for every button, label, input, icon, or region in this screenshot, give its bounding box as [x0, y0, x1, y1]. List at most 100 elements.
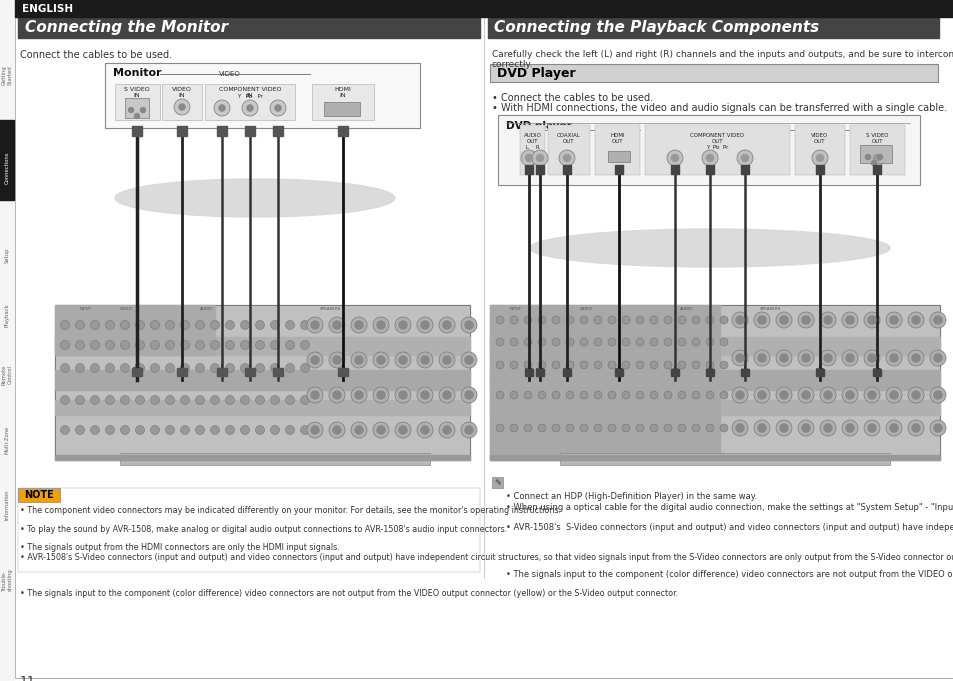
- Circle shape: [636, 338, 643, 346]
- Circle shape: [496, 338, 503, 346]
- Circle shape: [151, 340, 159, 349]
- Circle shape: [311, 391, 318, 399]
- Circle shape: [225, 321, 234, 330]
- Bar: [55, 305, 470, 460]
- Bar: [15, 0, 953, 17]
- Bar: [705, 369, 713, 376]
- Circle shape: [134, 114, 139, 118]
- Bar: [245, 126, 254, 136]
- Circle shape: [460, 352, 476, 368]
- Circle shape: [120, 426, 130, 434]
- Circle shape: [180, 321, 190, 330]
- Circle shape: [552, 361, 559, 369]
- Circle shape: [863, 420, 879, 436]
- Bar: [18, 488, 60, 502]
- Circle shape: [663, 424, 671, 432]
- Circle shape: [75, 340, 85, 349]
- Bar: [559, 453, 889, 465]
- Circle shape: [398, 426, 407, 434]
- Circle shape: [420, 321, 429, 329]
- Circle shape: [179, 104, 185, 110]
- Circle shape: [395, 317, 411, 333]
- Bar: [705, 165, 713, 174]
- Circle shape: [106, 340, 114, 349]
- Text: Getting
Started: Getting Started: [2, 65, 12, 85]
- Circle shape: [240, 426, 250, 434]
- Circle shape: [225, 364, 234, 373]
- Circle shape: [753, 387, 769, 403]
- Bar: [337, 126, 348, 136]
- Circle shape: [841, 312, 857, 328]
- Circle shape: [285, 426, 294, 434]
- Circle shape: [907, 420, 923, 436]
- Circle shape: [395, 387, 411, 403]
- Text: ✎: ✎: [494, 478, 500, 487]
- Bar: [132, 368, 142, 376]
- Circle shape: [180, 364, 190, 373]
- Circle shape: [621, 361, 629, 369]
- Bar: [492, 477, 502, 488]
- Circle shape: [907, 350, 923, 366]
- Bar: [607, 151, 629, 162]
- Circle shape: [420, 426, 429, 434]
- Circle shape: [355, 321, 363, 329]
- Text: • Connect an HDP (High-Definition Player) in the same way.: • Connect an HDP (High-Definition Player…: [505, 492, 757, 501]
- Bar: [216, 368, 227, 376]
- Circle shape: [173, 99, 190, 115]
- Circle shape: [801, 424, 809, 432]
- Circle shape: [247, 105, 253, 111]
- Text: COAXIAL
OUT: COAXIAL OUT: [557, 133, 580, 144]
- Circle shape: [300, 340, 309, 349]
- Bar: [0, 0, 14, 681]
- Bar: [216, 126, 227, 136]
- Bar: [105, 63, 419, 128]
- Circle shape: [758, 391, 765, 399]
- Bar: [815, 369, 823, 376]
- Circle shape: [871, 161, 876, 165]
- Text: Connections: Connections: [5, 152, 10, 185]
- Bar: [644, 125, 789, 175]
- Bar: [490, 305, 939, 460]
- Bar: [536, 165, 543, 174]
- Circle shape: [398, 356, 407, 364]
- Text: • The signals input to the component (color difference) video connectors are not: • The signals input to the component (co…: [20, 588, 678, 597]
- Circle shape: [464, 391, 473, 399]
- Circle shape: [911, 424, 919, 432]
- Circle shape: [106, 396, 114, 405]
- Circle shape: [740, 155, 748, 161]
- Circle shape: [255, 426, 264, 434]
- Circle shape: [106, 364, 114, 373]
- Circle shape: [60, 321, 70, 330]
- Bar: [490, 400, 939, 415]
- Bar: [562, 165, 571, 174]
- Circle shape: [678, 316, 685, 324]
- Circle shape: [594, 391, 601, 399]
- Circle shape: [565, 424, 574, 432]
- Circle shape: [929, 350, 945, 366]
- Bar: [120, 453, 430, 465]
- Circle shape: [889, 391, 897, 399]
- Circle shape: [496, 424, 503, 432]
- Circle shape: [691, 391, 700, 399]
- Text: • When using a optical cable for the digital audio connection, make the settings: • When using a optical cable for the dig…: [505, 503, 953, 512]
- Circle shape: [911, 354, 919, 362]
- Circle shape: [211, 364, 219, 373]
- Circle shape: [537, 424, 545, 432]
- Circle shape: [780, 391, 787, 399]
- Circle shape: [106, 321, 114, 330]
- Circle shape: [720, 391, 727, 399]
- Circle shape: [885, 312, 901, 328]
- Bar: [205, 84, 294, 120]
- Circle shape: [705, 424, 713, 432]
- Text: HDMI
OUT: HDMI OUT: [610, 133, 624, 144]
- Circle shape: [649, 391, 658, 399]
- Circle shape: [91, 321, 99, 330]
- Text: Connecting the Playback Components: Connecting the Playback Components: [494, 20, 819, 35]
- Bar: [547, 125, 589, 175]
- Circle shape: [180, 426, 190, 434]
- Bar: [490, 64, 937, 82]
- Bar: [177, 368, 187, 376]
- Circle shape: [885, 387, 901, 403]
- Circle shape: [885, 420, 901, 436]
- Circle shape: [307, 422, 323, 438]
